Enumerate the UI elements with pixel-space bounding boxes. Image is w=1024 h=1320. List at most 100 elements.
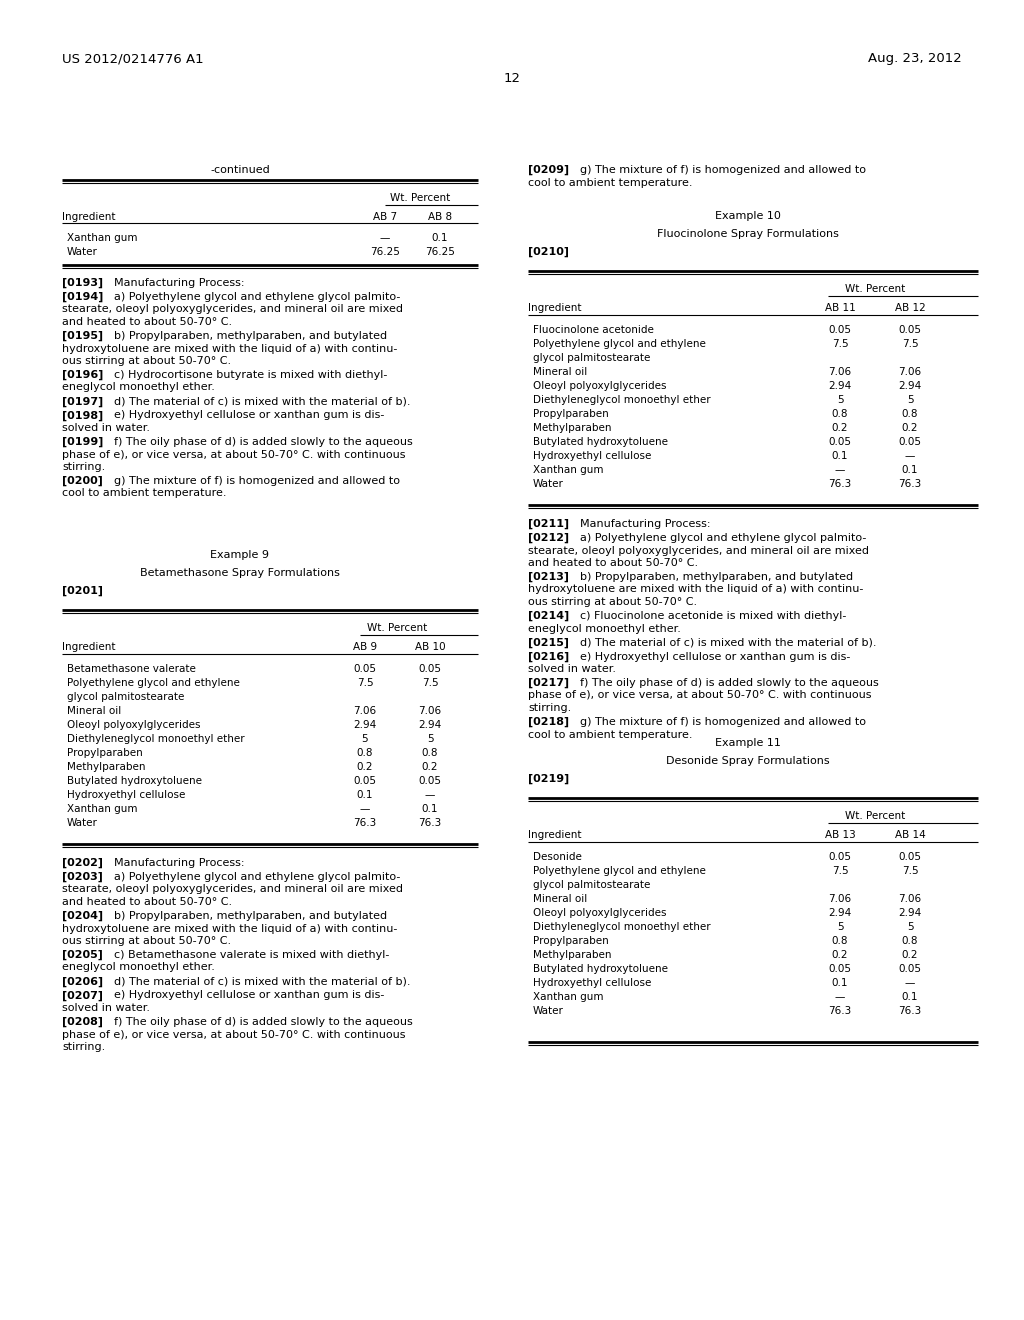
- Text: [0214]: [0214]: [528, 611, 569, 622]
- Text: Example 9: Example 9: [211, 550, 269, 560]
- Text: Polyethylene glycol and ethylene: Polyethylene glycol and ethylene: [534, 339, 706, 348]
- Text: Polyethylene glycol and ethylene: Polyethylene glycol and ethylene: [534, 866, 706, 876]
- Text: Water: Water: [534, 1006, 564, 1016]
- Text: a) Polyethylene glycol and ethylene glycol palmito-: a) Polyethylene glycol and ethylene glyc…: [573, 533, 866, 543]
- Text: a) Polyethylene glycol and ethylene glycol palmito-: a) Polyethylene glycol and ethylene glyc…: [106, 873, 400, 882]
- Text: 0.8: 0.8: [902, 936, 919, 946]
- Text: [0195]: [0195]: [62, 331, 103, 342]
- Text: d) The material of c) is mixed with the material of b).: d) The material of c) is mixed with the …: [106, 396, 411, 407]
- Text: [0205]: [0205]: [62, 950, 102, 960]
- Text: [0206]: [0206]: [62, 977, 103, 987]
- Text: Hydroxyethyl cellulose: Hydroxyethyl cellulose: [67, 789, 185, 800]
- Text: 0.05: 0.05: [828, 437, 852, 447]
- Text: 0.05: 0.05: [419, 776, 441, 785]
- Text: stearate, oleoyl polyoxyglycerides, and mineral oil are mixed: stearate, oleoyl polyoxyglycerides, and …: [62, 305, 403, 314]
- Text: 0.2: 0.2: [422, 762, 438, 772]
- Text: 0.05: 0.05: [898, 964, 922, 974]
- Text: f) The oily phase of d) is added slowly to the aqueous: f) The oily phase of d) is added slowly …: [573, 678, 879, 688]
- Text: 7.5: 7.5: [356, 678, 374, 688]
- Text: AB 8: AB 8: [428, 213, 452, 222]
- Text: 2.94: 2.94: [353, 719, 377, 730]
- Text: b) Propylparaben, methylparaben, and butylated: b) Propylparaben, methylparaben, and but…: [106, 911, 387, 921]
- Text: Desonide Spray Formulations: Desonide Spray Formulations: [667, 756, 829, 766]
- Text: Manufacturing Process:: Manufacturing Process:: [106, 858, 245, 869]
- Text: 76.3: 76.3: [353, 818, 377, 828]
- Text: Ingredient: Ingredient: [62, 642, 116, 652]
- Text: Fluocinolone Spray Formulations: Fluocinolone Spray Formulations: [657, 228, 839, 239]
- Text: 0.05: 0.05: [353, 664, 377, 675]
- Text: and heated to about 50-70° C.: and heated to about 50-70° C.: [528, 558, 698, 568]
- Text: -continued: -continued: [210, 165, 270, 176]
- Text: Xanthan gum: Xanthan gum: [534, 993, 603, 1002]
- Text: solved in water.: solved in water.: [62, 1003, 150, 1012]
- Text: ous stirring at about 50-70° C.: ous stirring at about 50-70° C.: [62, 936, 231, 946]
- Text: stearate, oleoyl polyoxyglycerides, and mineral oil are mixed: stearate, oleoyl polyoxyglycerides, and …: [528, 545, 869, 556]
- Text: a) Polyethylene glycol and ethylene glycol palmito-: a) Polyethylene glycol and ethylene glyc…: [106, 292, 400, 302]
- Text: 0.8: 0.8: [831, 409, 848, 418]
- Text: AB 14: AB 14: [895, 830, 926, 840]
- Text: 5: 5: [906, 395, 913, 405]
- Text: 0.05: 0.05: [828, 851, 852, 862]
- Text: [0204]: [0204]: [62, 911, 103, 921]
- Text: [0203]: [0203]: [62, 873, 102, 882]
- Text: Diethyleneglycol monoethyl ether: Diethyleneglycol monoethyl ether: [534, 395, 711, 405]
- Text: 0.2: 0.2: [356, 762, 374, 772]
- Text: Manufacturing Process:: Manufacturing Process:: [573, 519, 711, 529]
- Text: —: —: [380, 234, 390, 243]
- Text: —: —: [425, 789, 435, 800]
- Text: Oleoyl polyoxylglycerides: Oleoyl polyoxylglycerides: [67, 719, 201, 730]
- Text: 12: 12: [504, 73, 520, 84]
- Text: Wt. Percent: Wt. Percent: [368, 623, 428, 634]
- Text: Wt. Percent: Wt. Percent: [845, 284, 905, 294]
- Text: —: —: [835, 465, 845, 475]
- Text: [0208]: [0208]: [62, 1016, 103, 1027]
- Text: AB 11: AB 11: [824, 304, 855, 313]
- Text: 76.3: 76.3: [898, 479, 922, 488]
- Text: glycol palmitostearate: glycol palmitostearate: [534, 352, 650, 363]
- Text: 5: 5: [837, 921, 844, 932]
- Text: Example 11: Example 11: [715, 738, 781, 748]
- Text: [0202]: [0202]: [62, 858, 103, 869]
- Text: hydroxytoluene are mixed with the liquid of a) with continu-: hydroxytoluene are mixed with the liquid…: [62, 924, 397, 933]
- Text: 5: 5: [427, 734, 433, 744]
- Text: 0.2: 0.2: [831, 950, 848, 960]
- Text: Water: Water: [534, 479, 564, 488]
- Text: 76.3: 76.3: [898, 1006, 922, 1016]
- Text: phase of e), or vice versa, at about 50-70° C. with continuous: phase of e), or vice versa, at about 50-…: [62, 450, 406, 459]
- Text: [0193]: [0193]: [62, 279, 103, 288]
- Text: Desonide: Desonide: [534, 851, 582, 862]
- Text: Ingredient: Ingredient: [528, 304, 582, 313]
- Text: [0211]: [0211]: [528, 519, 569, 529]
- Text: 2.94: 2.94: [828, 381, 852, 391]
- Text: Propylparaben: Propylparaben: [534, 936, 608, 946]
- Text: AB 7: AB 7: [373, 213, 397, 222]
- Text: 76.3: 76.3: [419, 818, 441, 828]
- Text: stirring.: stirring.: [62, 1041, 105, 1052]
- Text: 0.1: 0.1: [902, 993, 919, 1002]
- Text: [0199]: [0199]: [62, 437, 103, 447]
- Text: 5: 5: [837, 395, 844, 405]
- Text: AB 10: AB 10: [415, 642, 445, 652]
- Text: glycol palmitostearate: glycol palmitostearate: [534, 880, 650, 890]
- Text: g) The mixture of f) is homogenized and allowed to: g) The mixture of f) is homogenized and …: [106, 477, 400, 486]
- Text: cool to ambient temperature.: cool to ambient temperature.: [528, 730, 692, 739]
- Text: g) The mixture of f) is homogenized and allowed to: g) The mixture of f) is homogenized and …: [573, 165, 866, 176]
- Text: [0219]: [0219]: [528, 774, 569, 784]
- Text: 0.1: 0.1: [902, 465, 919, 475]
- Text: Propylparaben: Propylparaben: [67, 748, 142, 758]
- Text: 7.5: 7.5: [902, 339, 919, 348]
- Text: 0.1: 0.1: [422, 804, 438, 814]
- Text: 0.05: 0.05: [898, 325, 922, 335]
- Text: 0.1: 0.1: [356, 789, 374, 800]
- Text: 7.5: 7.5: [422, 678, 438, 688]
- Text: e) Hydroxyethyl cellulose or xanthan gum is dis-: e) Hydroxyethyl cellulose or xanthan gum…: [106, 990, 384, 1001]
- Text: d) The material of c) is mixed with the material of b).: d) The material of c) is mixed with the …: [106, 977, 411, 986]
- Text: Oleoyl polyoxylglycerides: Oleoyl polyoxylglycerides: [534, 381, 667, 391]
- Text: phase of e), or vice versa, at about 50-70° C. with continuous: phase of e), or vice versa, at about 50-…: [528, 690, 871, 701]
- Text: —: —: [359, 804, 371, 814]
- Text: ous stirring at about 50-70° C.: ous stirring at about 50-70° C.: [528, 597, 697, 607]
- Text: Fluocinolone acetonide: Fluocinolone acetonide: [534, 325, 654, 335]
- Text: Ingredient: Ingredient: [528, 830, 582, 840]
- Text: 76.25: 76.25: [425, 247, 455, 257]
- Text: Butylated hydroxytoluene: Butylated hydroxytoluene: [534, 964, 668, 974]
